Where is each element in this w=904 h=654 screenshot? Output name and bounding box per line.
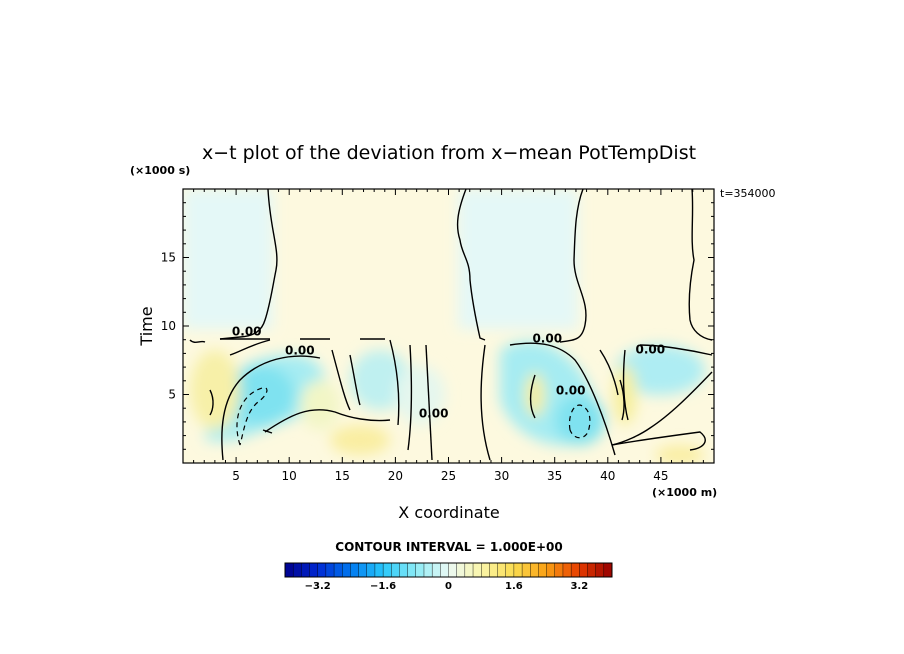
colorbar-cell [358,562,368,578]
dashed-contours [236,387,591,446]
colorbar-cell [431,562,441,578]
y-axis-label: Time [137,306,156,346]
contour-interval-label: CONTOUR INTERVAL = 1.000E+00 [335,540,562,554]
colorbar-cell [374,562,384,578]
x-tick-label: 40 [600,469,615,483]
colorbar-cell [570,562,580,578]
colorbar-tick-label: −1.6 [370,581,396,592]
contour-labels: 0.00 0.00 0.00 0.00 0.00 0.00 [232,324,665,420]
colorbar-cell [350,562,360,578]
contour-lines [189,189,713,461]
colorbar-cell [603,562,613,578]
x-tick-label: 5 [232,469,240,483]
axis-ticks: 5 10 15 20 25 30 35 40 45 5 10 15 [161,189,714,483]
colorbar-cell [325,562,335,578]
x-axis-label: X coordinate [398,503,499,522]
colorbar-ticks: −3.2 −1.6 0 1.6 3.2 [305,581,589,592]
colorbar-cell [513,562,523,578]
colorbar-cell [546,562,556,578]
colorbar-tick-label: 1.6 [505,581,523,592]
heatmap-field: 0.00 0.00 0.00 0.00 0.00 0.00 [183,189,714,463]
colorbar-cell [464,562,474,578]
y-tick-label: 10 [161,319,176,333]
contour-label: 0.00 [556,383,586,397]
chart-title: x−t plot of the deviation from x−mean Po… [202,142,696,164]
colorbar-cell [521,562,531,578]
colorbar-cell [407,562,417,578]
x-tick-label: 25 [441,469,456,483]
colorbar-cell [301,562,311,578]
colorbar-cell [481,562,490,578]
x-units-label: (×1000 m) [652,486,717,499]
colorbar-cell [440,562,450,578]
y-tick-label: 5 [168,388,176,402]
colorbar-cell [309,562,319,578]
colorbar-cell [284,562,294,578]
contour-label: 0.00 [635,342,665,356]
contour-label: 0.00 [419,407,449,421]
colorbar [284,562,613,578]
contour-label: 0.00 [532,331,562,345]
x-tick-label: 10 [282,469,297,483]
colorbar-cell [562,562,572,578]
colorbar-tick-label: 0 [445,581,452,592]
colorbar-cell [497,562,507,578]
colorbar-cell [382,562,392,578]
colorbar-cell [538,562,548,578]
colorbar-cell [415,562,425,578]
colorbar-cell [456,562,466,578]
colorbar-cell [423,562,433,578]
y-tick-label: 15 [161,251,176,265]
colorbar-tick-label: 3.2 [570,581,588,592]
colorbar-cell [333,562,343,578]
colorbar-cell [554,562,564,578]
colorbar-cell [595,562,605,578]
contour-label: 0.00 [285,344,315,358]
y-units-label: (×1000 s) [130,164,190,177]
x-tick-label: 30 [494,469,509,483]
colorbar-cell [399,562,409,578]
colorbar-cell [391,562,400,578]
colorbar-frame [284,562,613,578]
colorbar-cell [448,562,458,578]
contour-label: 0.00 [232,324,262,338]
colorbar-cell [292,562,302,578]
colorbar-cell [472,562,482,578]
colorbar-cell [342,562,351,578]
x-tick-label: 35 [547,469,562,483]
x-tick-label: 20 [388,469,403,483]
colorbar-cell [489,562,499,578]
colorbar-cell [317,562,327,578]
x-tick-label: 15 [335,469,350,483]
colorbar-cell [530,562,539,578]
colorbar-cell [579,562,588,578]
colorbar-cell [505,562,515,578]
colorbar-cell [587,562,597,578]
x-tick-label: 45 [653,469,668,483]
colorbar-cell [366,562,376,578]
colorbar-tick-label: −3.2 [305,581,331,592]
time-stamp: t=354000 [720,187,776,200]
